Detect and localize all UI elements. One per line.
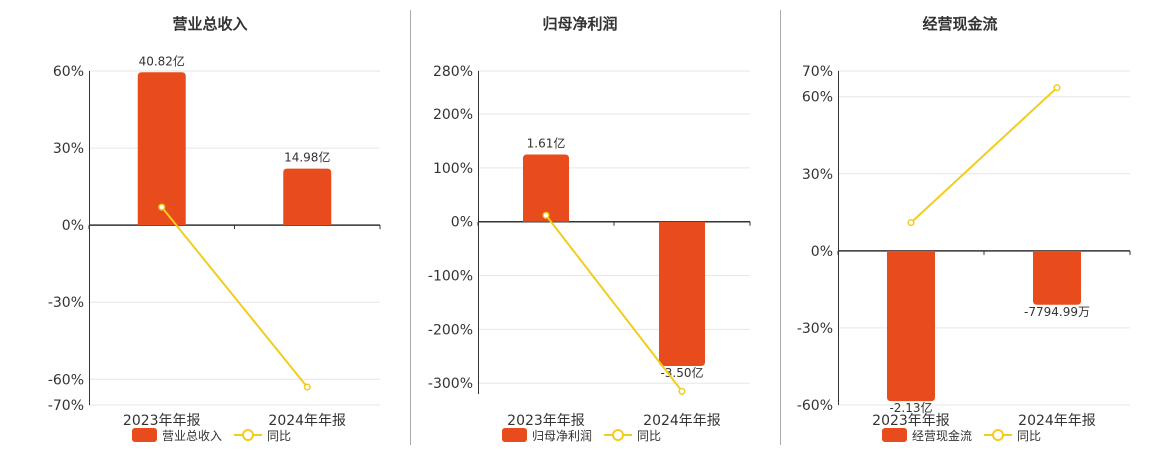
yoy-point (158, 203, 166, 211)
y-tick-label: 200% (433, 107, 473, 123)
bar (523, 154, 569, 222)
legend-bar-swatch (502, 428, 527, 442)
yoy-point (678, 387, 686, 395)
y-tick-label: -200% (428, 322, 473, 338)
y-tick-label: 0% (811, 244, 833, 260)
y-tick-label: -300% (428, 376, 473, 392)
bar (137, 72, 186, 226)
chart-title: 归母净利润 (542, 15, 617, 33)
y-tick-label: 100% (433, 161, 473, 177)
y-tick-label: -30% (48, 295, 84, 311)
yoy-line (160, 206, 309, 388)
legend-line-label: 同比 (637, 429, 661, 443)
legend-line-marker (612, 429, 624, 441)
x-category-label: 2023年年报 (507, 413, 585, 429)
bar (887, 250, 935, 402)
x-category-label: 2024年年报 (1018, 413, 1096, 429)
y-tick-label: 30% (802, 167, 833, 183)
legend-line-marker (992, 429, 1004, 441)
y-tick-label: 60% (53, 64, 84, 80)
x-category-label: 2023年年报 (872, 413, 950, 429)
legend-bar-label: 营业总收入 (162, 429, 222, 443)
legend-bar-label: 归母净利润 (532, 429, 592, 443)
y-tick-label: 0% (451, 215, 473, 231)
chart-title: 营业总收入 (172, 15, 247, 33)
x-category-label: 2024年年报 (268, 413, 346, 429)
bar (659, 221, 705, 367)
bar (1033, 250, 1081, 305)
legend-bar-label: 经营现金流 (912, 428, 972, 443)
bar-value-label: -2.13亿 (889, 400, 932, 415)
y-tick-label: 280% (433, 64, 473, 80)
yoy-point (1053, 84, 1061, 92)
y-tick-label: 0% (62, 218, 84, 234)
y-tick-label: 70% (802, 64, 833, 80)
yoy-point (303, 383, 311, 391)
chart-panel-3: 经营现金流 70% 60% 30% 0% -30% -60% 2023年年报 2024年年报 -2… (797, 15, 1131, 443)
y-tick-label: -60% (48, 372, 84, 388)
legend-line-marker (242, 429, 254, 441)
y-tick-label: -70% (48, 398, 84, 414)
y-tick-label: -30% (797, 321, 833, 337)
bar-value-label: 40.82亿 (139, 53, 185, 68)
y-tick-label: -100% (428, 269, 473, 285)
legend: 归母净利润 同比 (502, 428, 661, 443)
legend-bar-swatch (882, 428, 907, 442)
x-category-label: 2024年年报 (643, 413, 721, 429)
bar-value-label: 1.61亿 (527, 135, 566, 150)
chart-panel-1: 营业总收入 60% 30% 0% -30% -60% -70% 2023年年报 2024年年报 4… (48, 15, 381, 443)
bar-value-label: 14.98亿 (284, 150, 330, 165)
yoy-point (907, 219, 915, 227)
legend-line-label: 同比 (1017, 429, 1041, 443)
bar-value-label: -7794.99万 (1024, 305, 1090, 319)
legend: 经营现金流 同比 (882, 428, 1041, 443)
y-tick-label: 30% (53, 141, 84, 157)
legend: 营业总收入 同比 (132, 428, 291, 443)
yoy-line (910, 86, 1058, 224)
chart-panel-2: 归母净利润 280% 200% 100% 0% -100% -200% -300% 2023年年… (428, 15, 751, 443)
y-tick-label: 60% (802, 90, 833, 106)
legend-line-label: 同比 (267, 429, 291, 443)
yoy-line (545, 214, 683, 392)
bar (283, 168, 332, 226)
legend-bar-swatch (132, 428, 157, 442)
y-tick-label: -60% (797, 398, 833, 414)
x-category-label: 2023年年报 (123, 413, 201, 429)
yoy-point (542, 211, 550, 219)
chart-title: 经营现金流 (922, 15, 997, 33)
